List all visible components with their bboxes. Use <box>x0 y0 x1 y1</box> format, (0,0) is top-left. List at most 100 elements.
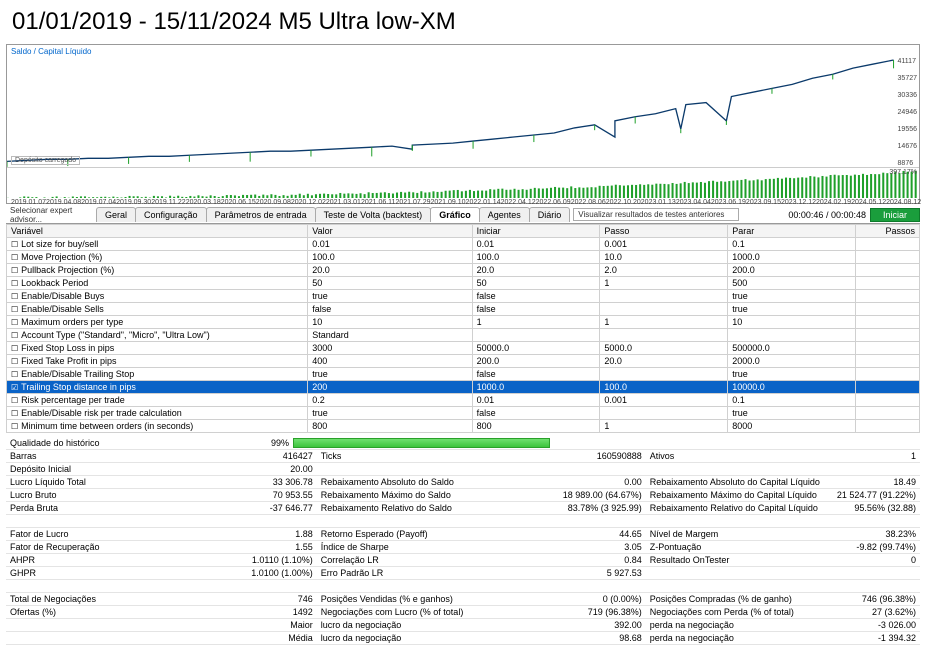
param-stop[interactable]: 10000.0 <box>728 381 856 394</box>
param-steps[interactable] <box>856 329 920 342</box>
param-stop[interactable]: 1000.0 <box>728 251 856 264</box>
param-row[interactable]: ☐Minimum time between orders (in seconds… <box>7 420 920 433</box>
param-steps[interactable] <box>856 355 920 368</box>
param-row[interactable]: ☐Account Type ("Standard", "Micro", "Ult… <box>7 329 920 342</box>
param-stop[interactable] <box>728 329 856 342</box>
param-checkbox[interactable]: ☐ <box>11 396 18 405</box>
param-start[interactable]: 50000.0 <box>472 342 600 355</box>
param-value[interactable]: 100.0 <box>308 251 472 264</box>
param-row[interactable]: ☐Risk percentage per trade0.20.010.0010.… <box>7 394 920 407</box>
param-checkbox[interactable]: ☑ <box>11 383 18 392</box>
param-start[interactable]: 100.0 <box>472 251 600 264</box>
param-step[interactable]: 5000.0 <box>600 342 728 355</box>
param-start[interactable]: 0.01 <box>472 394 600 407</box>
param-row[interactable]: ☐Enable/Disable Buystruefalsetrue <box>7 290 920 303</box>
param-row[interactable]: ☑Trailing Stop distance in pips2001000.0… <box>7 381 920 394</box>
param-checkbox[interactable]: ☐ <box>11 253 18 262</box>
param-steps[interactable] <box>856 264 920 277</box>
param-checkbox[interactable]: ☐ <box>11 266 18 275</box>
param-start[interactable]: false <box>472 368 600 381</box>
expert-selector[interactable]: Selecionar expert advisor... <box>6 206 96 224</box>
param-value[interactable]: false <box>308 303 472 316</box>
param-checkbox[interactable]: ☐ <box>11 409 18 418</box>
param-row[interactable]: ☐Lot size for buy/sell0.010.010.0010.1 <box>7 238 920 251</box>
param-stop[interactable]: 8000 <box>728 420 856 433</box>
param-stop[interactable]: 10 <box>728 316 856 329</box>
param-start[interactable] <box>472 329 600 342</box>
param-row[interactable]: ☐Fixed Stop Loss in pips300050000.05000.… <box>7 342 920 355</box>
param-steps[interactable] <box>856 303 920 316</box>
param-step[interactable]: 1 <box>600 316 728 329</box>
param-stop[interactable]: 500 <box>728 277 856 290</box>
param-value[interactable]: 800 <box>308 420 472 433</box>
param-value[interactable]: true <box>308 368 472 381</box>
param-value[interactable]: 200 <box>308 381 472 394</box>
param-value[interactable]: 20.0 <box>308 264 472 277</box>
param-step[interactable]: 1 <box>600 420 728 433</box>
tab-di-rio[interactable]: Diário <box>529 207 571 222</box>
param-start[interactable]: 20.0 <box>472 264 600 277</box>
param-row[interactable]: ☐Enable/Disable Trailing Stoptruefalsetr… <box>7 368 920 381</box>
param-checkbox[interactable]: ☐ <box>11 331 18 340</box>
param-start[interactable]: 200.0 <box>472 355 600 368</box>
col-stop[interactable]: Parar <box>728 225 856 238</box>
param-stop[interactable]: 0.1 <box>728 238 856 251</box>
param-step[interactable]: 20.0 <box>600 355 728 368</box>
param-value[interactable]: true <box>308 290 472 303</box>
param-stop[interactable]: 200.0 <box>728 264 856 277</box>
param-start[interactable]: 0.01 <box>472 238 600 251</box>
prev-results-dropdown[interactable]: Visualizar resultados de testes anterior… <box>573 208 739 221</box>
param-value[interactable]: 3000 <box>308 342 472 355</box>
tab-agentes[interactable]: Agentes <box>479 207 530 222</box>
param-stop[interactable]: 500000.0 <box>728 342 856 355</box>
param-value[interactable]: 50 <box>308 277 472 290</box>
param-step[interactable] <box>600 407 728 420</box>
param-checkbox[interactable]: ☐ <box>11 370 18 379</box>
param-steps[interactable] <box>856 420 920 433</box>
param-value[interactable]: true <box>308 407 472 420</box>
param-steps[interactable] <box>856 381 920 394</box>
param-step[interactable]: 2.0 <box>600 264 728 277</box>
param-value[interactable]: 0.01 <box>308 238 472 251</box>
param-checkbox[interactable]: ☐ <box>11 344 18 353</box>
param-checkbox[interactable]: ☐ <box>11 357 18 366</box>
param-steps[interactable] <box>856 277 920 290</box>
param-step[interactable] <box>600 329 728 342</box>
param-step[interactable]: 0.001 <box>600 238 728 251</box>
param-checkbox[interactable]: ☐ <box>11 305 18 314</box>
param-stop[interactable]: true <box>728 303 856 316</box>
param-steps[interactable] <box>856 238 920 251</box>
param-stop[interactable]: 0.1 <box>728 394 856 407</box>
param-row[interactable]: ☐Enable/Disable Sellsfalsefalsetrue <box>7 303 920 316</box>
param-step[interactable] <box>600 290 728 303</box>
param-row[interactable]: ☐Fixed Take Profit in pips400200.020.020… <box>7 355 920 368</box>
tab-configura-o[interactable]: Configuração <box>135 207 207 222</box>
col-variable[interactable]: Variável <box>7 225 308 238</box>
param-step[interactable]: 1 <box>600 277 728 290</box>
param-start[interactable]: 800 <box>472 420 600 433</box>
param-steps[interactable] <box>856 407 920 420</box>
col-value[interactable]: Valor <box>308 225 472 238</box>
param-start[interactable]: 1000.0 <box>472 381 600 394</box>
param-stop[interactable]: true <box>728 407 856 420</box>
param-step[interactable]: 0.001 <box>600 394 728 407</box>
start-button[interactable]: Iniciar <box>870 208 920 222</box>
tab-teste-de-volta-backtest-[interactable]: Teste de Volta (backtest) <box>315 207 432 222</box>
param-row[interactable]: ☐Maximum orders per type101110 <box>7 316 920 329</box>
col-step[interactable]: Passo <box>600 225 728 238</box>
param-row[interactable]: ☐Pullback Projection (%)20.020.02.0200.0 <box>7 264 920 277</box>
param-checkbox[interactable]: ☐ <box>11 279 18 288</box>
param-stop[interactable]: true <box>728 290 856 303</box>
tab-gr-fico[interactable]: Gráfico <box>430 207 480 222</box>
param-step[interactable]: 100.0 <box>600 381 728 394</box>
param-steps[interactable] <box>856 316 920 329</box>
param-checkbox[interactable]: ☐ <box>11 318 18 327</box>
param-stop[interactable]: true <box>728 368 856 381</box>
param-step[interactable]: 10.0 <box>600 251 728 264</box>
param-row[interactable]: ☐Enable/Disable risk per trade calculati… <box>7 407 920 420</box>
param-value[interactable]: 10 <box>308 316 472 329</box>
param-steps[interactable] <box>856 290 920 303</box>
param-value[interactable]: 400 <box>308 355 472 368</box>
param-row[interactable]: ☐Move Projection (%)100.0100.010.01000.0 <box>7 251 920 264</box>
col-steps[interactable]: Passos <box>856 225 920 238</box>
